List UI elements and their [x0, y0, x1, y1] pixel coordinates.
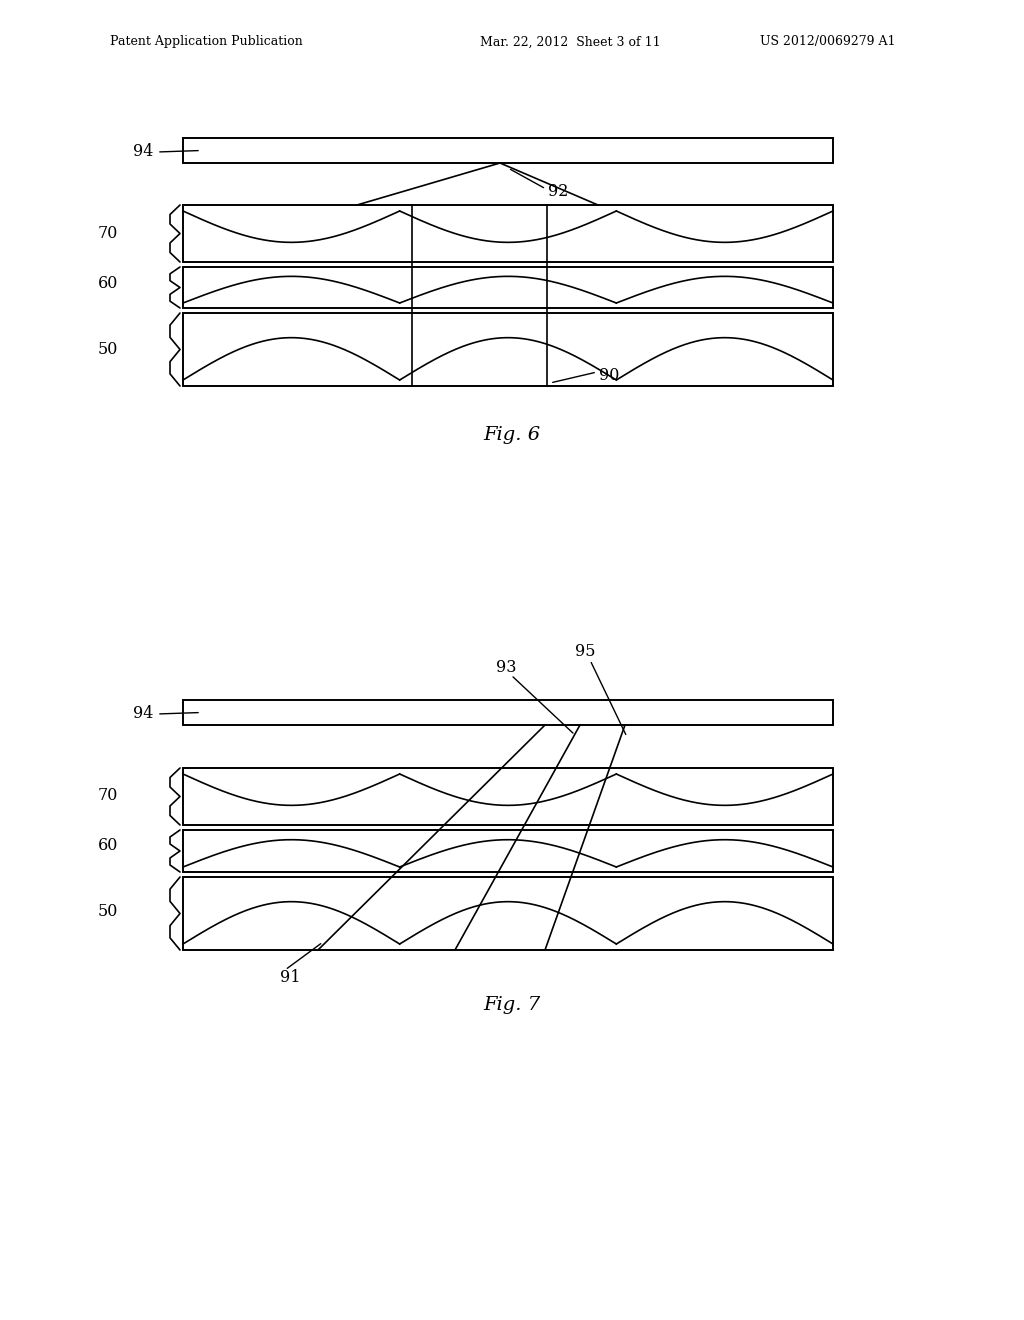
Bar	[183, 700, 833, 725]
Text: 90: 90	[599, 367, 620, 384]
Text: 70: 70	[97, 224, 118, 242]
Text: 95: 95	[574, 644, 595, 660]
Text: Patent Application Publication: Patent Application Publication	[110, 36, 303, 49]
Text: 50: 50	[97, 342, 118, 359]
Bar	[183, 267, 833, 308]
Text: 60: 60	[97, 275, 118, 292]
Text: 93: 93	[496, 659, 516, 676]
Text: 70: 70	[97, 788, 118, 804]
Bar	[183, 768, 833, 825]
Bar	[183, 139, 833, 162]
Text: 91: 91	[280, 969, 300, 986]
Text: 94: 94	[133, 705, 153, 722]
Text: 94: 94	[133, 144, 153, 161]
Text: 60: 60	[97, 837, 118, 854]
Bar	[183, 205, 833, 261]
Bar	[183, 313, 833, 385]
Text: Fig. 6: Fig. 6	[483, 426, 541, 444]
Text: 92: 92	[548, 183, 568, 201]
Text: Mar. 22, 2012  Sheet 3 of 11: Mar. 22, 2012 Sheet 3 of 11	[480, 36, 660, 49]
Bar	[183, 876, 833, 950]
Text: 50: 50	[97, 903, 118, 920]
Bar	[183, 830, 833, 873]
Text: US 2012/0069279 A1: US 2012/0069279 A1	[760, 36, 896, 49]
Text: Fig. 7: Fig. 7	[483, 997, 541, 1014]
